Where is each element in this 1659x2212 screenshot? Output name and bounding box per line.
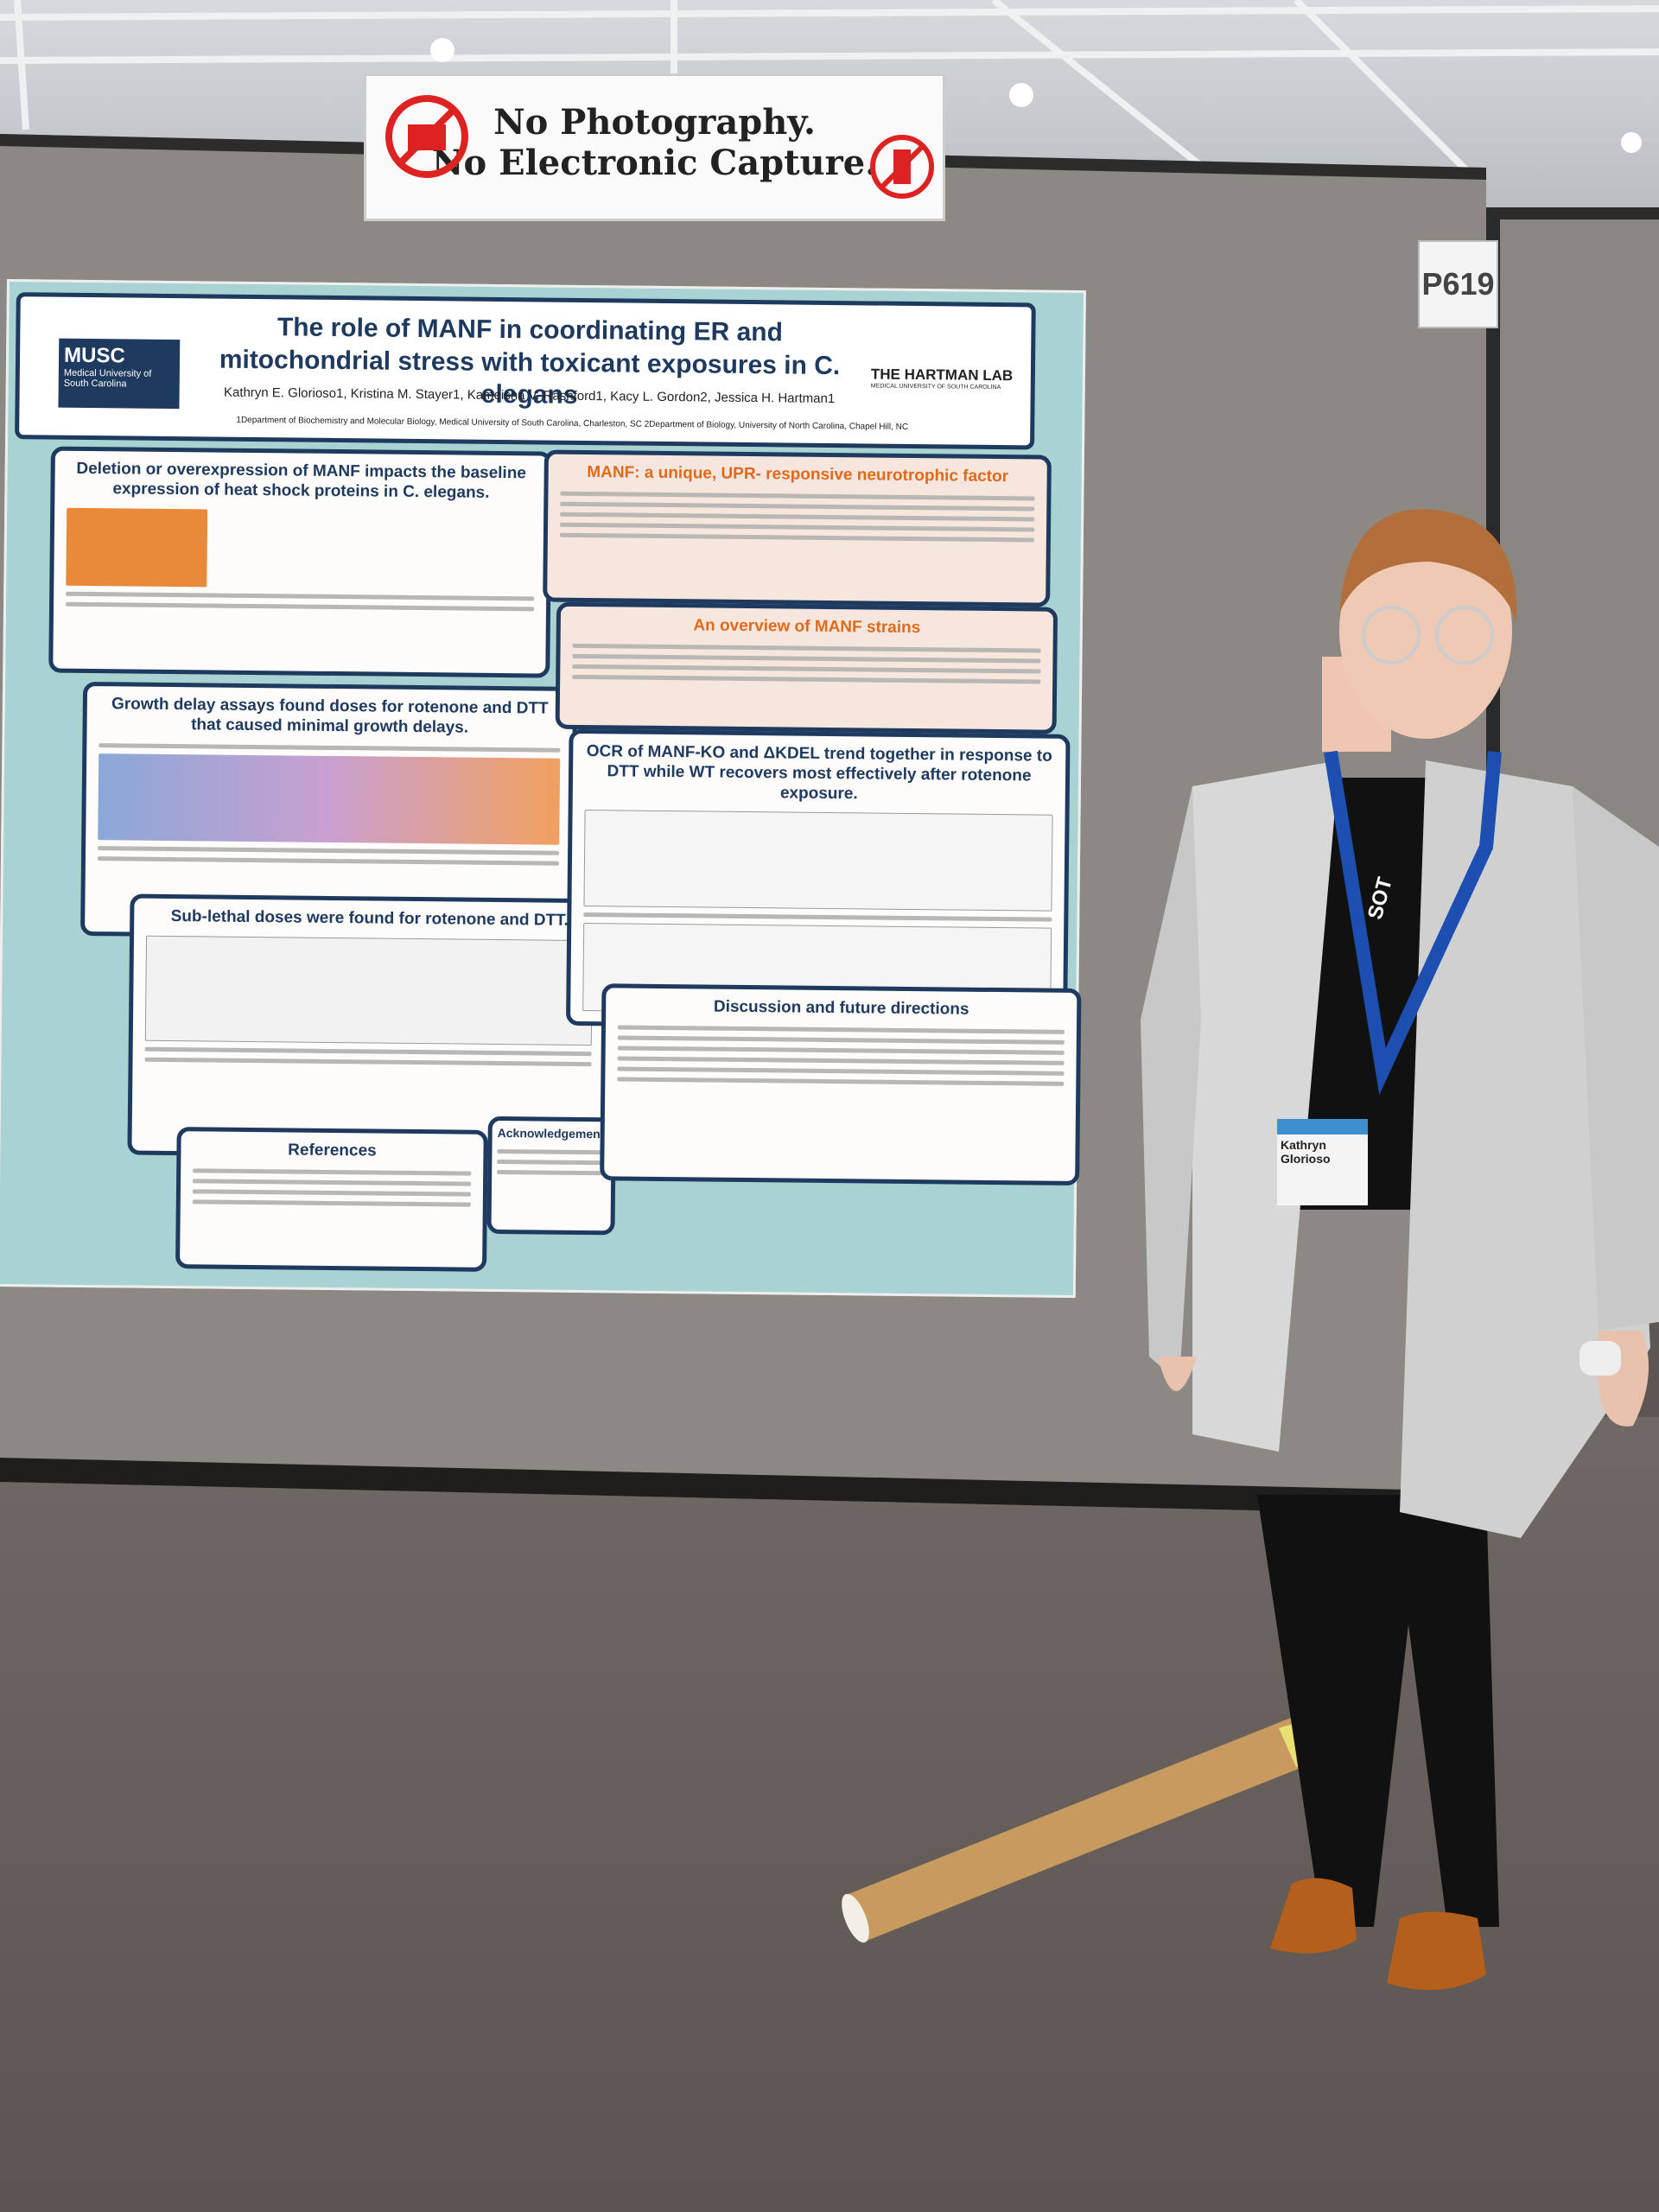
- poster-section: References: [175, 1127, 488, 1272]
- section-heading: MANF: a unique, UPR- responsive neurotro…: [587, 463, 1009, 486]
- section-heading: Acknowledgements: [497, 1125, 612, 1141]
- section-heading: Deletion or overexpression of MANF impac…: [76, 459, 527, 502]
- poster-section: An overview of MANF strains: [555, 601, 1058, 734]
- section-heading: Growth delay assays found doses for rote…: [111, 695, 549, 737]
- logo-subtitle: MEDICAL UNIVERSITY OF SOUTH CAROLINA: [870, 383, 1001, 391]
- poster-section: Deletion or overexpression of MANF impac…: [48, 446, 552, 678]
- no-phone-icon: [870, 135, 934, 199]
- section-heading: Discussion and future directions: [713, 997, 969, 1019]
- no-camera-icon: [385, 95, 468, 178]
- hartman-logo: THE HARTMAN LAB MEDICAL UNIVERSITY OF SO…: [871, 365, 1018, 391]
- section-heading: References: [288, 1141, 377, 1160]
- name-badge: Kathryn Glorioso: [1277, 1119, 1368, 1205]
- poster-section: MANF: a unique, UPR- responsive neurotro…: [543, 449, 1052, 607]
- poster-section: Acknowledgements: [486, 1116, 616, 1236]
- section-heading: OCR of MANF-KO and ΔKDEL trend together …: [586, 742, 1052, 803]
- logo-subtitle: Medical University of South Carolina: [63, 367, 152, 390]
- logo-name: MUSC: [63, 343, 125, 368]
- sign-line: No Electronic Capture.: [431, 143, 878, 183]
- musc-logo: MUSC Medical University of South Carolin…: [58, 338, 181, 410]
- section-heading: Sub-lethal doses were found for rotenone…: [170, 907, 569, 930]
- poster-affiliations: 1Department of Biochemistry and Molecula…: [236, 415, 909, 432]
- person: [1141, 509, 1659, 1990]
- booth-number: P619: [1418, 240, 1498, 328]
- poster: MUSC Medical University of South Carolin…: [0, 279, 1086, 1299]
- sign: No Photography. No Electronic Capture.: [364, 73, 945, 221]
- truss: [0, 0, 1659, 176]
- logo-name: THE HARTMAN LAB: [870, 365, 1014, 385]
- sign-line: No Photography.: [493, 102, 816, 143]
- poster-section: Discussion and future directions: [600, 983, 1082, 1186]
- section-heading: An overview of MANF strains: [693, 616, 921, 638]
- poster-header: MUSC Medical University of South Carolin…: [15, 292, 1036, 450]
